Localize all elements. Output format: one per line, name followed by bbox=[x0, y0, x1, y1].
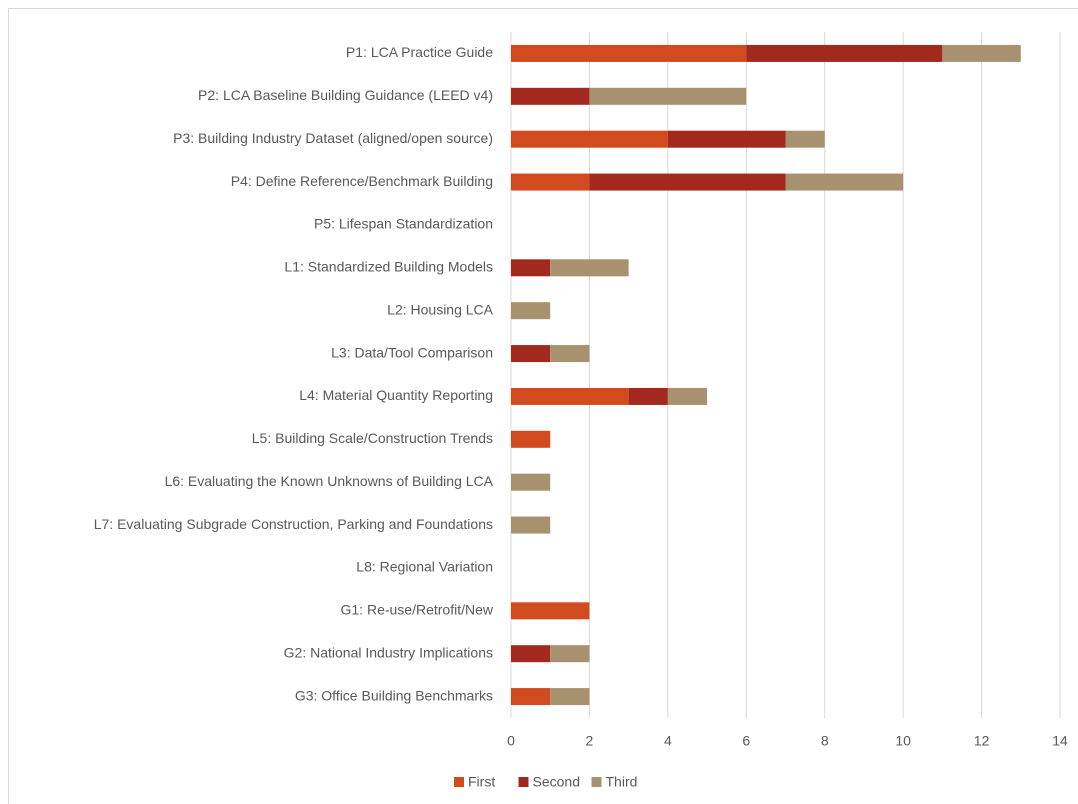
y-tick-label: G2: National Industry Implications bbox=[284, 644, 493, 660]
y-tick-label: L7: Evaluating Subgrade Construction, Pa… bbox=[94, 516, 493, 532]
chart-border bbox=[8, 8, 1078, 804]
bar-segment bbox=[511, 44, 747, 62]
y-tick-label: P1: LCA Practice Guide bbox=[346, 44, 493, 60]
x-tick-label: 0 bbox=[507, 733, 515, 749]
bar-segment bbox=[511, 259, 551, 277]
y-tick-label: P3: Building Industry Dataset (aligned/o… bbox=[173, 130, 493, 146]
y-tick-label: L5: Building Scale/Construction Trends bbox=[252, 430, 493, 446]
x-tick-label: 2 bbox=[586, 733, 594, 749]
bar-segment bbox=[511, 345, 551, 363]
bar-segment bbox=[942, 44, 1021, 62]
legend-swatch bbox=[591, 777, 602, 787]
bar-segment bbox=[511, 473, 551, 491]
legend-label: Second bbox=[533, 774, 580, 790]
bar-segment bbox=[511, 430, 551, 448]
bar-segment bbox=[511, 602, 590, 620]
bar-segment bbox=[550, 345, 590, 363]
bar-segment bbox=[511, 87, 590, 105]
y-tick-label: L8: Regional Variation bbox=[356, 559, 493, 575]
bar-segment bbox=[511, 130, 668, 148]
bar-segment bbox=[667, 387, 708, 405]
bar-segment bbox=[511, 516, 551, 534]
x-tick-label: 8 bbox=[821, 733, 829, 749]
y-tick-label: G3: Office Building Benchmarks bbox=[295, 687, 493, 703]
y-tick-label: L4: Material Quantity Reporting bbox=[299, 387, 493, 403]
bar-segment bbox=[667, 130, 786, 148]
bar-segment bbox=[511, 387, 629, 405]
legend-swatch bbox=[518, 777, 529, 787]
bar-segment bbox=[550, 688, 590, 706]
bar-segment bbox=[746, 44, 943, 62]
x-tick-label: 10 bbox=[895, 733, 911, 749]
x-tick-label: 12 bbox=[974, 733, 990, 749]
bar-segment bbox=[550, 645, 590, 663]
x-tick-label: 6 bbox=[742, 733, 750, 749]
bar-segment bbox=[785, 173, 904, 191]
y-tick-label: P2: LCA Baseline Building Guidance (LEED… bbox=[198, 87, 493, 103]
legend-label: First bbox=[468, 774, 495, 790]
y-tick-label: P4: Define Reference/Benchmark Building bbox=[231, 173, 493, 189]
bar-segment bbox=[785, 130, 825, 148]
y-tick-label: L3: Data/Tool Comparison bbox=[331, 344, 493, 360]
legend-swatch bbox=[454, 777, 464, 787]
bar-segment bbox=[589, 173, 786, 191]
y-tick-label: G1: Re-use/Retrofit/New bbox=[341, 602, 494, 618]
x-tick-label: 14 bbox=[1052, 733, 1068, 749]
bar-segment bbox=[628, 387, 668, 405]
x-tick-label: 4 bbox=[664, 733, 672, 749]
bar-segment bbox=[511, 645, 551, 663]
bar-segment bbox=[550, 259, 629, 277]
legend-label: Third bbox=[606, 774, 638, 790]
y-tick-label: L1: Standardized Building Models bbox=[284, 259, 493, 275]
y-tick-label: P5: Lifespan Standardization bbox=[314, 216, 493, 232]
bar-segment bbox=[511, 173, 590, 191]
bar-segment bbox=[511, 688, 551, 706]
y-tick-label: L6: Evaluating the Known Unknowns of Bui… bbox=[165, 473, 494, 489]
bar-segment bbox=[589, 87, 747, 105]
bar-segment bbox=[511, 302, 551, 320]
y-tick-label: L2: Housing LCA bbox=[387, 301, 494, 317]
